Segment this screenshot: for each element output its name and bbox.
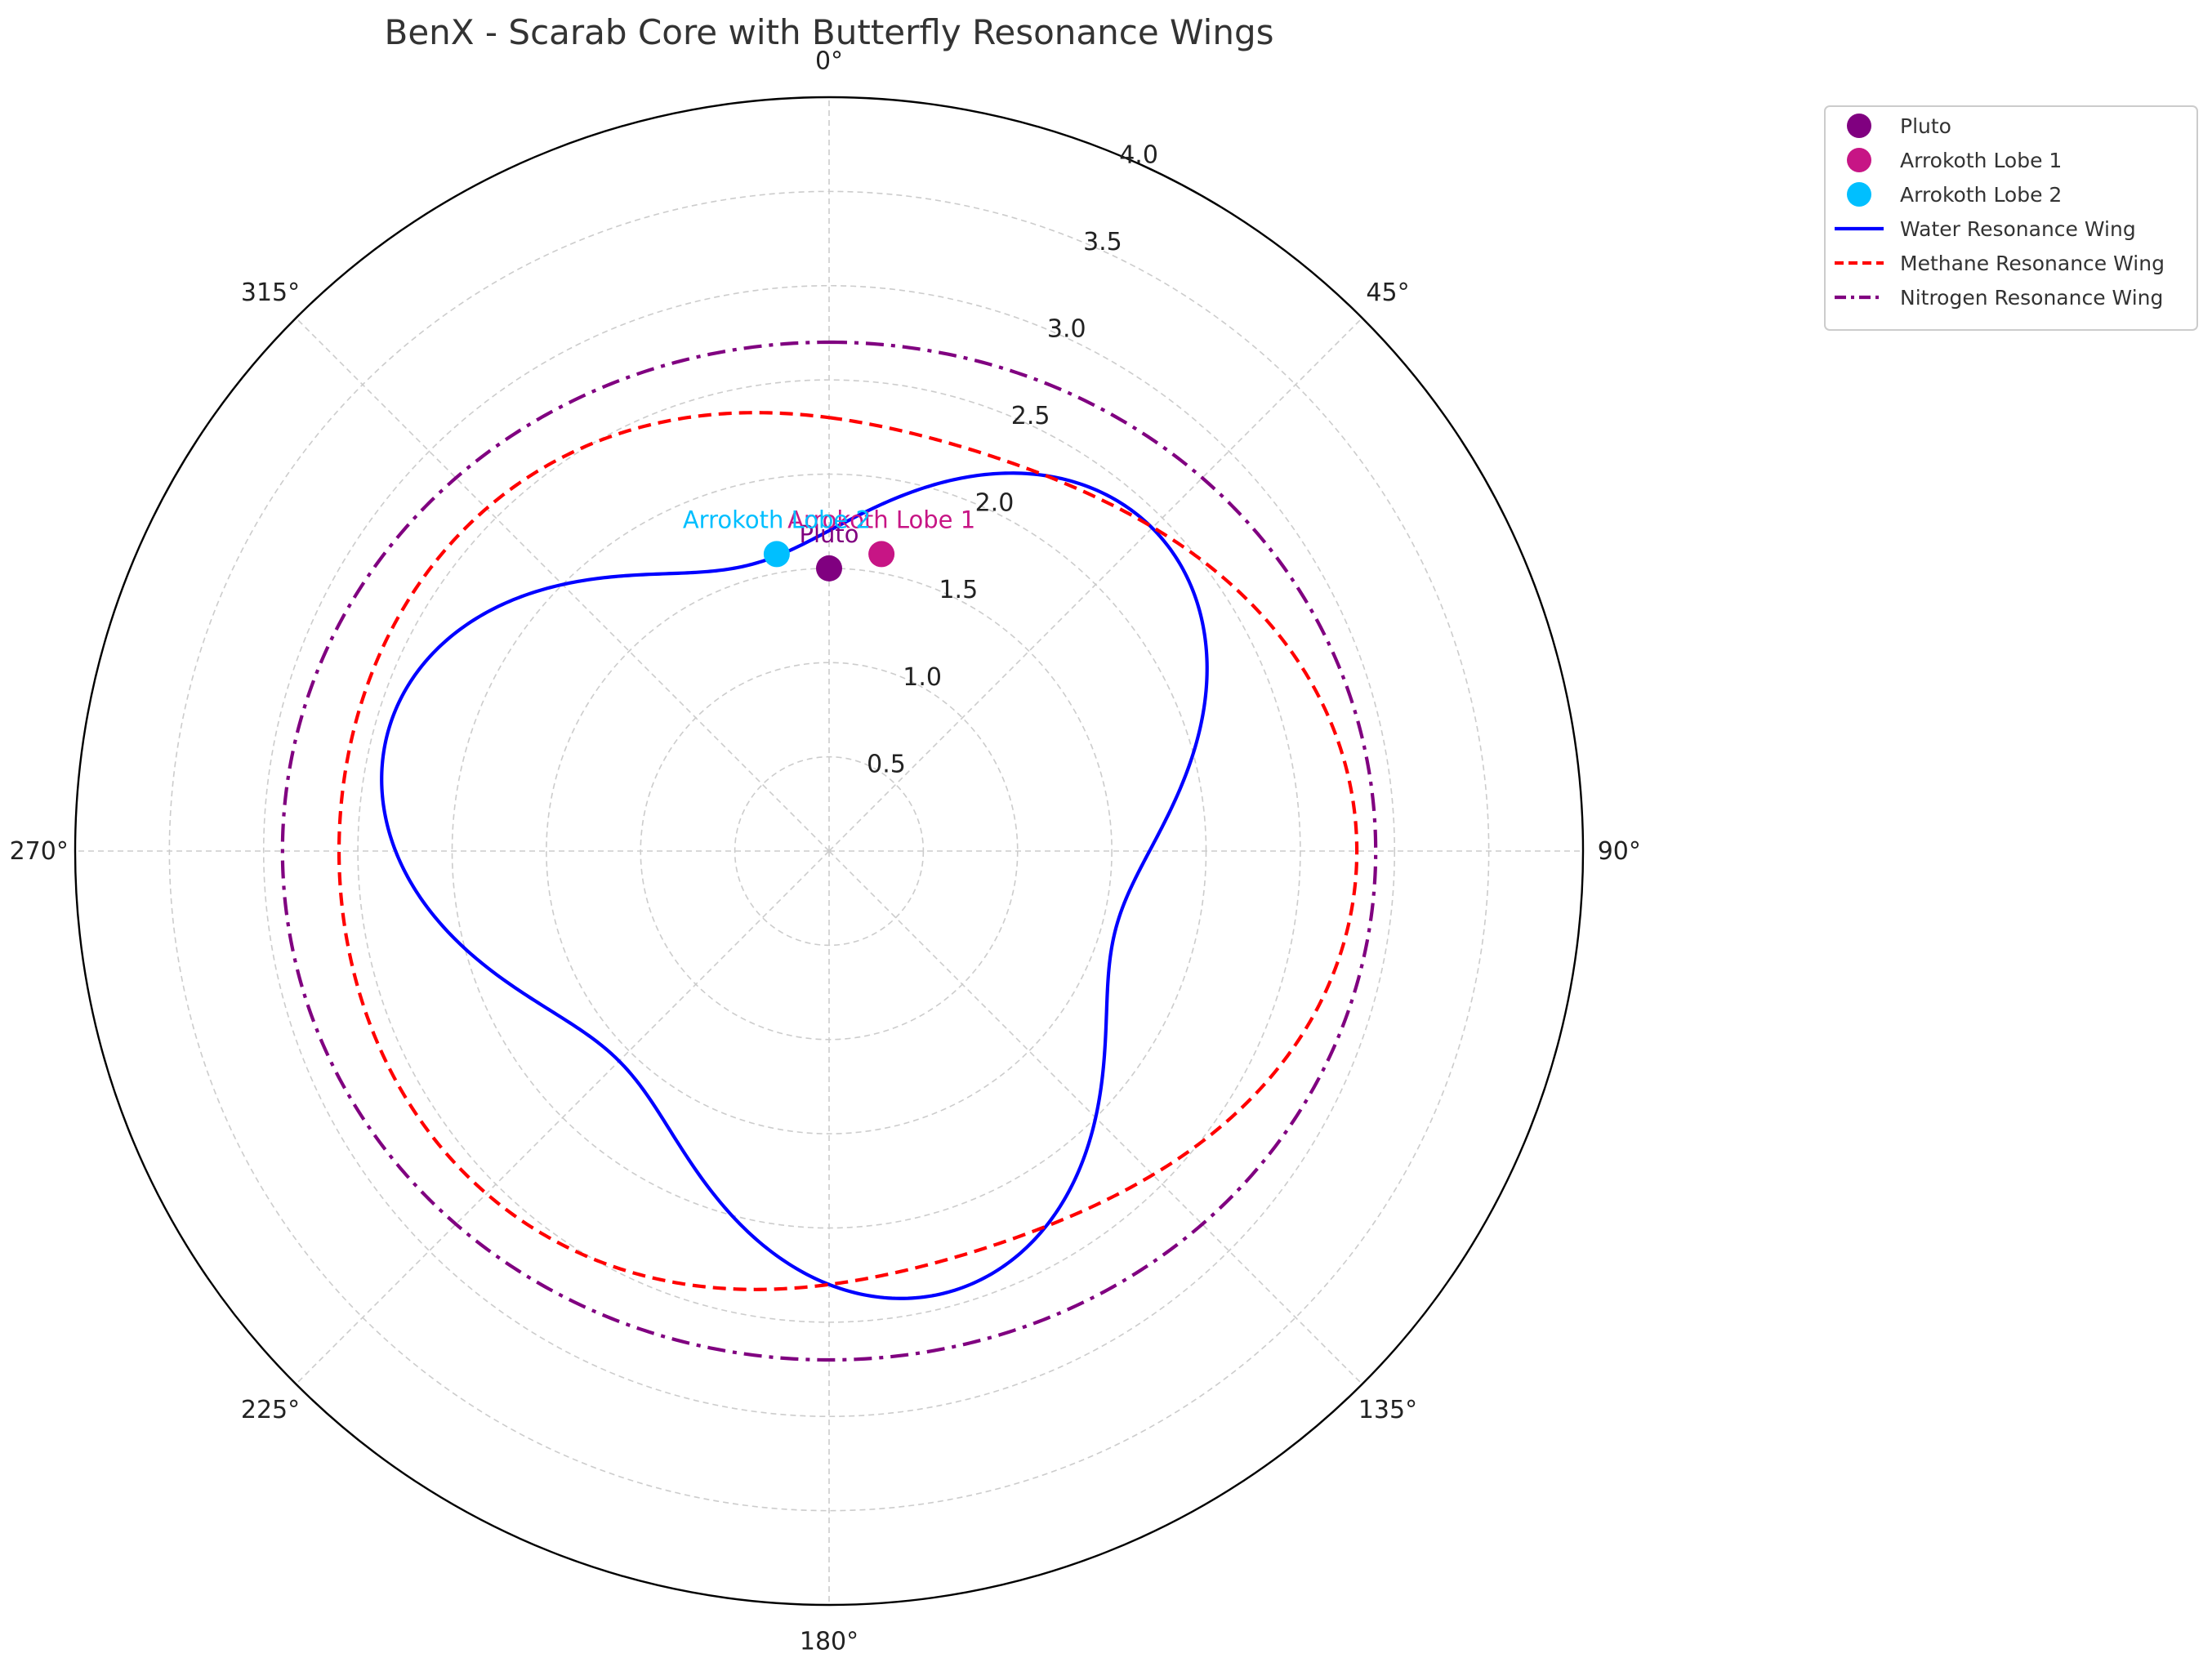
legend-entry-arrokoth-lobe-2: Arrokoth Lobe 2 — [1900, 183, 2062, 207]
point-label-pluto: Pluto — [799, 520, 858, 548]
series-line-methane-resonance-wing — [337, 411, 1359, 1291]
grid-circle — [262, 284, 1396, 1418]
legend-marker-arrokoth-lobe-1 — [1847, 148, 1871, 172]
legend-marker-arrokoth-lobe-2 — [1847, 182, 1871, 207]
radial-tick-label: 2.0 — [975, 489, 1015, 518]
axis-labels: 0° 45° 90° 135° 180° 225° 270° 315° 0.5 1.0 1.5 2.0… — [10, 47, 1641, 1656]
point-label-arrokoth-lobe-2: Arrokoth Lobe 2 — [683, 506, 871, 533]
grid-spoke — [828, 317, 1363, 852]
grid-circle — [546, 568, 1113, 1134]
chart-title: BenX - Scarab Core with Butterfly Resona… — [385, 12, 1274, 52]
radial-tick-label: 0.5 — [867, 750, 906, 778]
polar-frame — [74, 96, 1585, 1607]
legend: Pluto Arrokoth Lobe 1 Arrokoth Lobe 2 Water… — [1824, 105, 2198, 331]
series-lines — [280, 340, 1378, 1362]
legend-entry-water-resonance-wing: Water Resonance Wing — [1900, 217, 2136, 241]
legend-entry-nitrogen-resonance-wing: Nitrogen Resonance Wing — [1900, 286, 2163, 310]
legend-marker-pluto — [1847, 114, 1871, 138]
radial-tick-label: 4.0 — [1119, 140, 1158, 169]
angle-tick-label: 315° — [241, 279, 300, 307]
grid-circle — [734, 755, 925, 947]
legend-entry-pluto: Pluto — [1900, 114, 1951, 138]
angle-tick-label: 180° — [800, 1627, 858, 1656]
series-line-water-resonance-wing — [380, 471, 1209, 1300]
angle-tick-label: 90° — [1598, 837, 1641, 866]
angle-tick-label: 270° — [10, 837, 69, 866]
point-pluto — [816, 555, 842, 582]
angle-tick-label: 135° — [1358, 1396, 1417, 1424]
radial-tick-label: 3.5 — [1083, 228, 1122, 256]
point-label-arrokoth-lobe-1: Arrokoth Lobe 1 — [787, 506, 975, 533]
point-arrokoth-lobe-2 — [763, 541, 790, 568]
angle-tick-label: 45° — [1366, 279, 1409, 307]
legend-box — [1824, 105, 2198, 331]
radial-tick-label: 2.5 — [1011, 402, 1050, 430]
angle-tick-label: 225° — [241, 1396, 300, 1424]
grid-spoke — [295, 850, 830, 1385]
legend-entry-arrokoth-lobe-1: Arrokoth Lobe 1 — [1900, 149, 2062, 172]
radial-tick-label: 1.0 — [903, 663, 942, 692]
radial-tick-label: 3.0 — [1047, 314, 1086, 343]
legend-entry-methane-resonance-wing: Methane Resonance Wing — [1900, 252, 2165, 275]
radial-tick-label: 1.5 — [939, 576, 978, 604]
point-arrokoth-lobe-1 — [868, 541, 895, 568]
angle-tick-label: 0° — [815, 47, 843, 76]
series-line-nitrogen-resonance-wing — [280, 340, 1378, 1362]
